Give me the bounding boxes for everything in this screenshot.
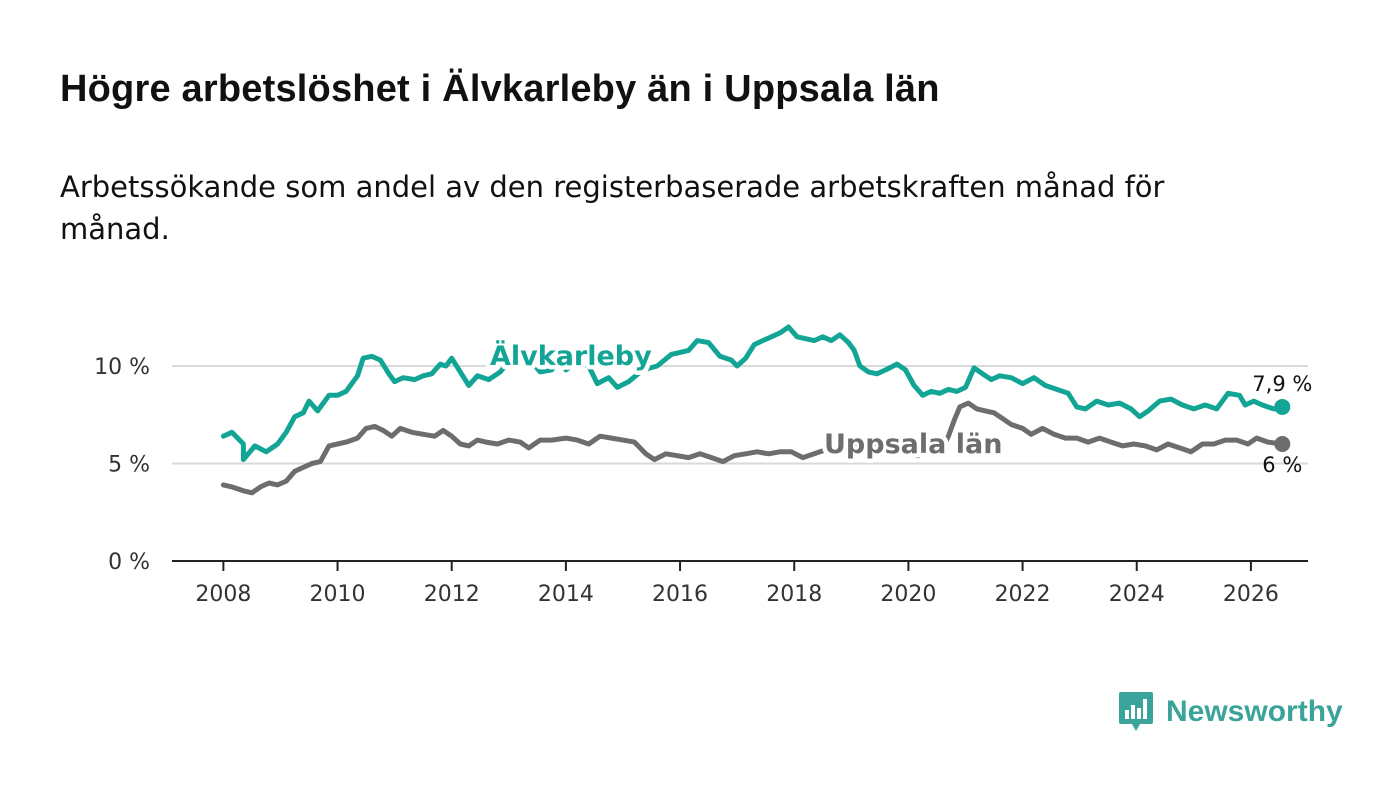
uppsala-end-label: 6 % bbox=[1262, 453, 1302, 477]
x-tick-label: 2012 bbox=[424, 582, 480, 607]
newsworthy-brand: Newsworthy bbox=[1118, 690, 1343, 734]
uppsala-label-halo: Uppsala län bbox=[824, 429, 1002, 460]
x-tick-label: 2016 bbox=[652, 582, 708, 607]
alvkarleby-line bbox=[220, 324, 1285, 463]
x-tick-label: 2014 bbox=[538, 582, 594, 607]
alvkarleby-label: Älvkarleby bbox=[490, 340, 652, 372]
x-tick-label: 2022 bbox=[995, 582, 1051, 607]
x-tick-label: 2008 bbox=[195, 582, 251, 607]
chart-title: Högre arbetslöshet i Älvkarleby än i Upp… bbox=[60, 68, 940, 110]
brand-name: Newsworthy bbox=[1166, 695, 1343, 728]
alvkarleby-end-point bbox=[1274, 398, 1291, 415]
newsworthy-logo-icon bbox=[1119, 692, 1153, 731]
axes: 0 % 5 % 10 % 2008 2010 2012 2014 2016 2018 2020 20… bbox=[94, 355, 1308, 607]
x-tick-label: 2026 bbox=[1223, 582, 1279, 607]
alvkarleby-end-label: 7,9 % bbox=[1252, 372, 1312, 396]
x-tick-label: 2010 bbox=[310, 582, 366, 607]
uppsala-label: Uppsala län bbox=[824, 429, 1002, 460]
alvkarleby-label-halo: Älvkarleby bbox=[490, 340, 652, 372]
y-tick-label: 0 % bbox=[108, 550, 150, 575]
x-tick-label: 2020 bbox=[880, 582, 936, 607]
uppsala-line bbox=[220, 400, 1285, 496]
y-tick-label: 10 % bbox=[94, 355, 150, 380]
chart-subtitle: Arbetssökande som andel av den registerb… bbox=[60, 170, 1165, 246]
series-lines bbox=[220, 324, 1291, 496]
y-tick-label: 5 % bbox=[108, 453, 150, 478]
x-tick-label: 2018 bbox=[766, 582, 822, 607]
x-tick-label: 2024 bbox=[1109, 582, 1165, 607]
uppsala-end-point bbox=[1274, 436, 1291, 452]
